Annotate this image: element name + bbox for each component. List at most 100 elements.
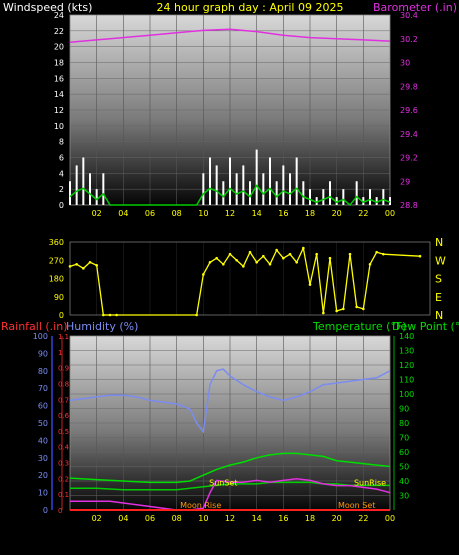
wind-panel-x-tick-label: 16 (278, 209, 288, 218)
direction-segment (256, 255, 264, 263)
direction-point (262, 254, 265, 258)
direction-point (328, 256, 332, 260)
wind-panel-x-tick-label: 22 (358, 209, 368, 218)
barometer-y-tick-label: 29.2 (400, 154, 418, 163)
direction-point (235, 258, 238, 262)
barometer-y-tick-label: 30.2 (400, 35, 418, 44)
direction-point (95, 264, 98, 267)
windspeed-y-tick-label: 22 (54, 27, 64, 36)
humidity-y-tick-label: 60 (38, 402, 48, 411)
wind-panel-x-tick-label: 12 (225, 209, 235, 218)
direction-segment (96, 265, 104, 316)
wind-panel-x-tick-label: 08 (172, 209, 182, 218)
direction-y-tick-label: 360 (49, 238, 64, 247)
rainfall-y-tick-label: 0.1 (58, 491, 69, 499)
direction-point (255, 260, 258, 264)
rainfall-y-tick-label: 0.4 (58, 444, 70, 452)
windspeed-y-tick-label: 16 (54, 74, 64, 83)
direction-point (108, 313, 112, 317)
direction-segment (383, 253, 421, 257)
barometer-y-tick-label: 28.8 (400, 201, 418, 210)
direction-point (308, 283, 312, 286)
solar-line (70, 477, 391, 511)
direction-point (382, 252, 385, 256)
dewpoint-axis-title: Dew Point (°F) (392, 320, 459, 333)
temperature-y-tick-label: 60 (399, 448, 409, 457)
temperature-y-tick-label: 80 (399, 419, 409, 428)
wind-panel-x-tick-label: 10 (198, 209, 208, 218)
graph-title: 24 hour graph day : April 09 2025 (157, 1, 344, 14)
barometer-axis-title: Barometer (.in) (373, 1, 457, 14)
temperature-y-tick-label: 100 (399, 390, 414, 399)
direction-point (322, 311, 325, 315)
direction-point (355, 305, 358, 309)
barometer-line (69, 28, 391, 44)
temperature-y-tick-label: 90 (399, 405, 409, 414)
direction-segment (369, 251, 378, 265)
temperature-y-tick-label: 70 (399, 434, 409, 443)
direction-segment (76, 263, 84, 269)
direction-point (288, 252, 292, 256)
barometer-y-tick-label: 30 (400, 59, 410, 68)
barometer-y-tick-label: 30.4 (400, 11, 418, 20)
direction-point (302, 246, 305, 250)
direction-point (242, 265, 245, 268)
direction-segment (269, 249, 278, 265)
wind-panel-x-tick-label: 04 (118, 209, 128, 218)
direction-point (88, 260, 92, 264)
windspeed-y-tick-label: 0 (59, 201, 64, 210)
humidity-y-tick-label: 0 (43, 506, 48, 515)
temperature-y-tick-label: 120 (399, 361, 414, 370)
direction-segment (322, 258, 331, 314)
humidity-y-tick-label: 100 (33, 332, 48, 341)
event-annotation: Moon Rise (180, 501, 221, 510)
wind-panel-x-tick-label: 14 (252, 209, 262, 218)
humidity-y-tick-label: 20 (38, 471, 48, 480)
direction-segment (202, 261, 211, 275)
direction-segment (282, 253, 291, 259)
compass-label: N (435, 309, 443, 322)
temp-panel-x-tick-label: 04 (118, 514, 128, 523)
temperature-y-tick-label: 140 (399, 332, 414, 341)
humidity-axis-title: Humidity (%) (66, 320, 138, 333)
temperature-axis-title: Temperature (°F) (312, 320, 407, 333)
direction-point (275, 248, 278, 252)
rainfall-y-tick-label: 0.2 (58, 475, 69, 483)
direction-point (248, 250, 252, 254)
temp-panel-x-tick-label: 14 (252, 514, 262, 523)
direction-point (368, 263, 372, 266)
wind-panel-x-tick-label: 20 (332, 209, 342, 218)
direction-point (282, 256, 285, 260)
rainfall-y-tick-label: 0.6 (58, 412, 70, 420)
rainfall-y-tick-label: 0 (58, 507, 62, 515)
rainfall-axis-title: Rainfall (.in) (1, 320, 68, 333)
direction-point (115, 313, 118, 317)
humidity-y-tick-label: 80 (38, 367, 48, 376)
direction-segment (296, 247, 304, 263)
temperature-humidity-panel: 010203040506070809010000.10.20.30.40.50.… (33, 332, 415, 523)
direction-segment (249, 251, 258, 263)
direction-segment (309, 254, 318, 285)
direction-point (335, 309, 338, 313)
direction-segment (82, 261, 91, 269)
humidity-y-tick-label: 50 (38, 419, 48, 428)
direction-point (202, 273, 205, 276)
temp-panel-x-tick-label: 10 (198, 514, 208, 523)
direction-point (82, 267, 85, 270)
direction-segment (229, 253, 238, 261)
temp-panel-x-tick-label: 08 (172, 514, 182, 523)
direction-point (418, 254, 422, 258)
temp-panel-x-tick-label: 00 (385, 514, 395, 523)
wind-panel-x-tick-label: 06 (145, 209, 155, 218)
direction-point (375, 250, 378, 254)
event-annotation: SunSet (209, 479, 237, 488)
humidity-line (69, 368, 391, 434)
compass-label: S (435, 273, 442, 286)
direction-segment (276, 249, 284, 259)
windspeed-y-tick-label: 10 (54, 122, 64, 131)
direction-panel-background (70, 242, 430, 315)
direction-segment (222, 253, 231, 265)
direction-point (342, 307, 345, 311)
direction-point (68, 265, 72, 268)
